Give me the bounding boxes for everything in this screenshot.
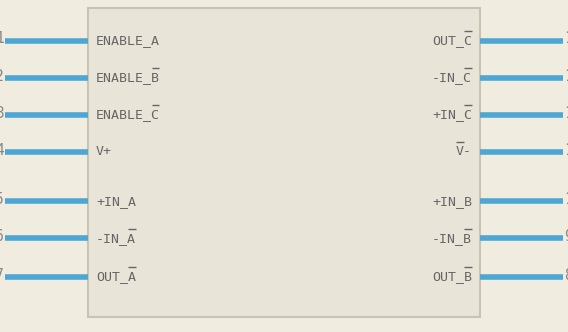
- Text: -IN_A: -IN_A: [96, 232, 136, 245]
- Text: 13: 13: [564, 68, 568, 84]
- Text: 12: 12: [564, 106, 568, 121]
- Text: +IN_C: +IN_C: [432, 108, 472, 121]
- Text: ENABLE_B: ENABLE_B: [96, 71, 160, 84]
- Text: V+: V+: [96, 145, 112, 158]
- Text: 7: 7: [0, 268, 4, 283]
- Bar: [88, 8, 480, 317]
- Text: +IN_A: +IN_A: [96, 195, 136, 208]
- Text: 8: 8: [564, 268, 568, 283]
- Text: 14: 14: [564, 32, 568, 46]
- Text: 5: 5: [0, 192, 4, 207]
- Text: 11: 11: [564, 143, 568, 158]
- Text: OUT_C: OUT_C: [432, 34, 472, 47]
- Text: 9: 9: [564, 229, 568, 244]
- Text: OUT_B: OUT_B: [432, 271, 472, 284]
- Text: -IN_B: -IN_B: [432, 232, 472, 245]
- Text: 10: 10: [564, 192, 568, 207]
- Text: V-: V-: [456, 145, 472, 158]
- Text: ENABLE_C: ENABLE_C: [96, 108, 160, 121]
- Text: 2: 2: [0, 68, 4, 84]
- Text: 1: 1: [0, 32, 4, 46]
- Text: ENABLE_A: ENABLE_A: [96, 34, 160, 47]
- Text: +IN_B: +IN_B: [432, 195, 472, 208]
- Text: 3: 3: [0, 106, 4, 121]
- Text: 6: 6: [0, 229, 4, 244]
- Text: OUT_A: OUT_A: [96, 271, 136, 284]
- Text: -IN_C: -IN_C: [432, 71, 472, 84]
- Text: 4: 4: [0, 143, 4, 158]
